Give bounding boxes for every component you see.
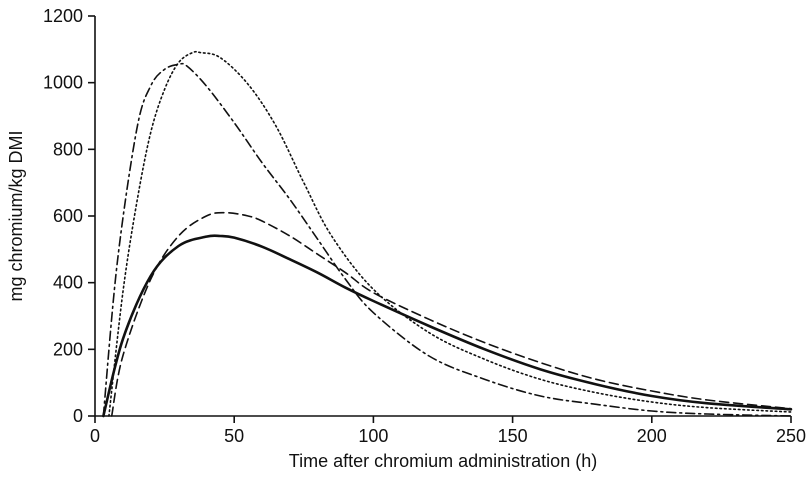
series-line-solid	[102, 234, 793, 418]
y-tick-label: 400	[53, 273, 83, 293]
series-line-dotted	[108, 50, 792, 417]
x-axis-title: Time after chromium administration (h)	[289, 451, 597, 471]
y-axis-title: mg chromium/kg DMI	[6, 130, 26, 301]
y-tick-label: 1000	[43, 73, 83, 93]
y-tick-label: 200	[53, 339, 83, 359]
x-tick-label: 100	[358, 426, 388, 446]
series-line-dashdot	[102, 62, 792, 417]
x-tick-label: 50	[224, 426, 244, 446]
series-line-dashed	[110, 211, 792, 417]
x-tick-label: 0	[90, 426, 100, 446]
y-tick-label: 1200	[43, 6, 83, 26]
x-tick-label: 250	[776, 426, 806, 446]
plot-area	[102, 50, 793, 418]
x-tick-label: 200	[637, 426, 667, 446]
y-tick-label: 600	[53, 206, 83, 226]
x-tick-label: 150	[498, 426, 528, 446]
axes: 0 50 100 150 200 250 0 200 400 600 800 1000 1200	[43, 6, 806, 446]
y-tick-label: 0	[73, 406, 83, 426]
y-tick-label: 800	[53, 139, 83, 159]
